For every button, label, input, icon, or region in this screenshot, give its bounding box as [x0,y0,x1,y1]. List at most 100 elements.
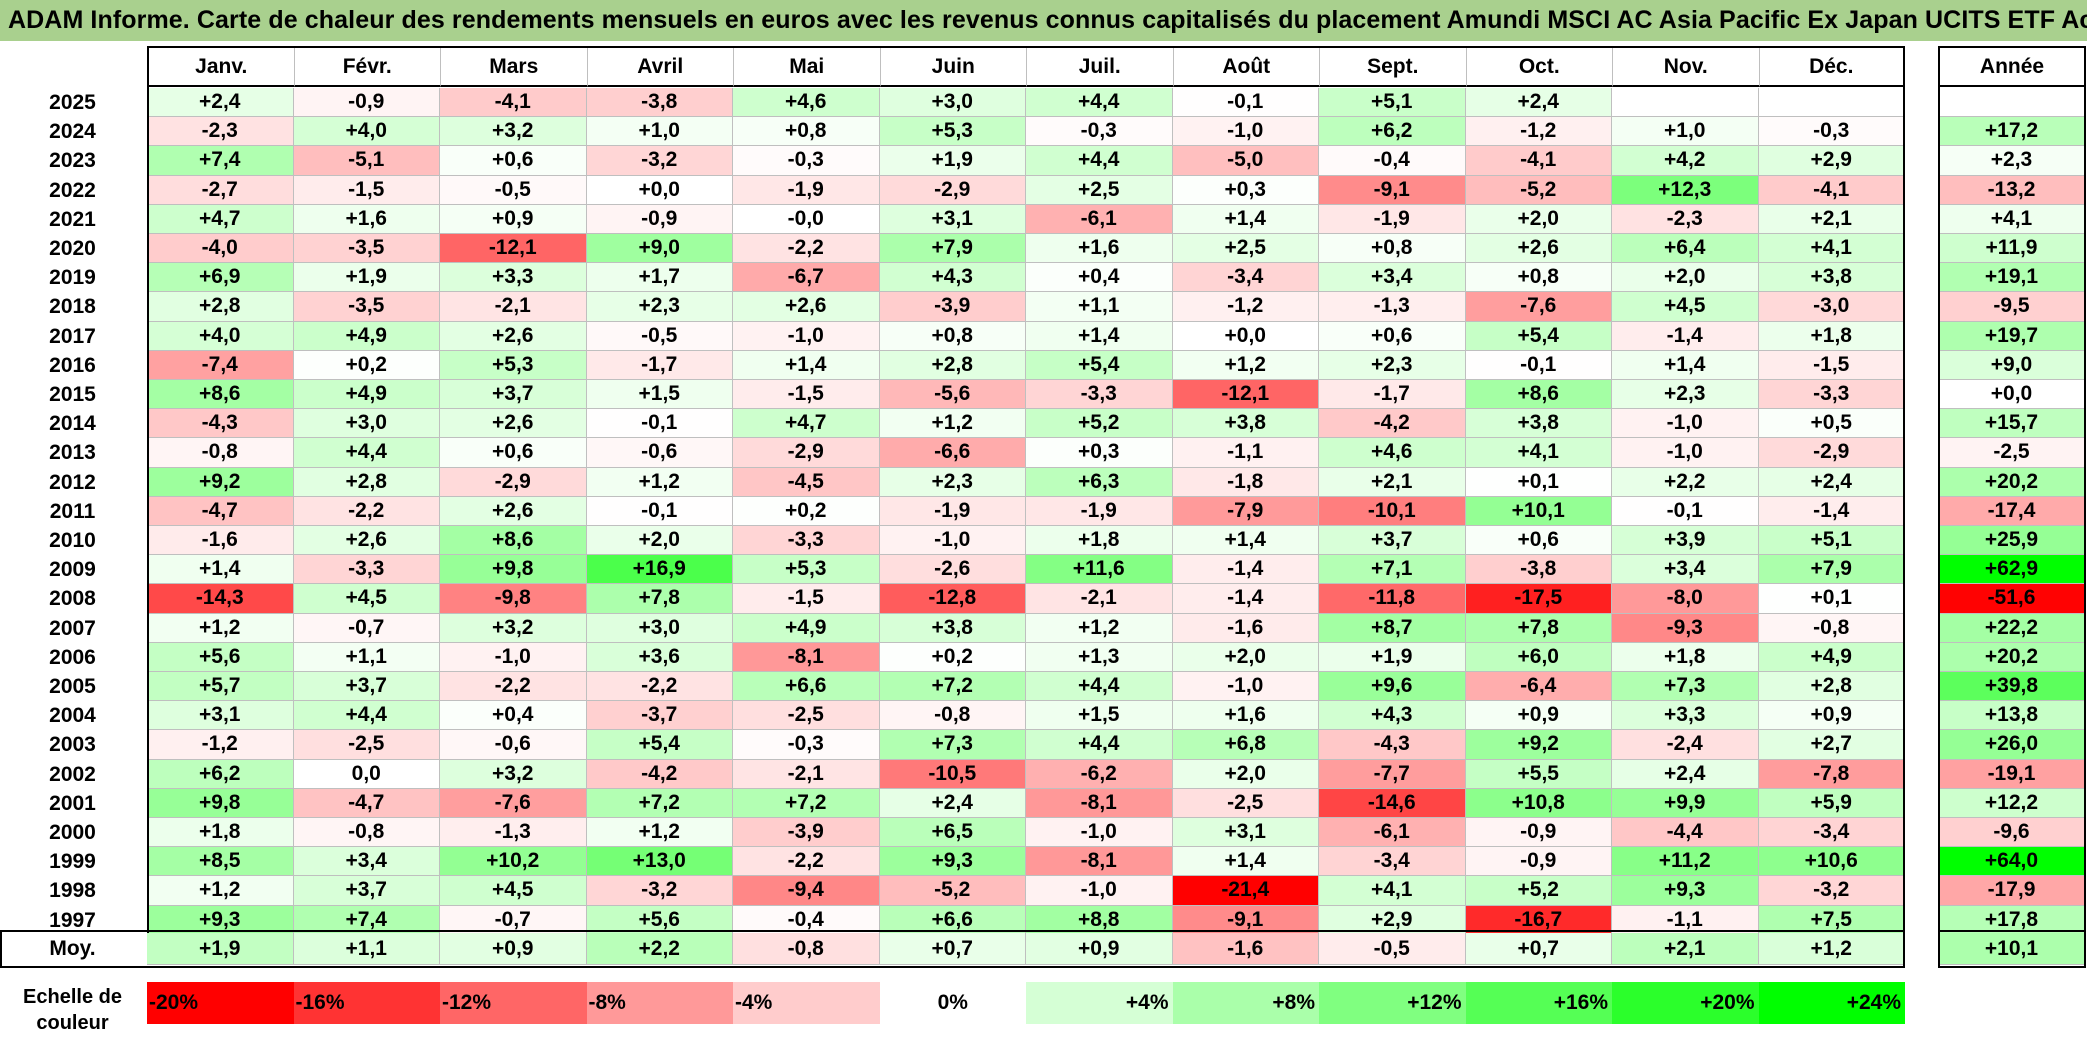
year-total-cell: +17,8 [1938,905,2086,935]
heatmap-cell: +3,4 [1612,555,1759,585]
heatmap-cell: +1,8 [1612,642,1759,672]
heatmap-cell: +7,4 [293,905,440,935]
heatmap-cell: +1,9 [879,146,1026,176]
year-total-cell: +25,9 [1938,526,2086,556]
month-header: Déc. [1758,46,1905,87]
heatmap-cell: +9,2 [1465,730,1612,760]
heatmap-cell: -14,3 [147,584,294,614]
heatmap-cell: -2,1 [440,292,587,322]
year-total-cell: +15,7 [1938,409,2086,439]
heatmap-cell: +3,7 [293,672,440,702]
heatmap-cell: -2,2 [733,234,880,264]
row-label: 1999 [49,850,96,874]
heatmap-cell: -1,0 [879,526,1026,556]
heatmap-cell: +0,1 [1465,467,1612,497]
heatmap-cell: +1,4 [1172,204,1319,234]
heatmap-cell: -1,0 [1172,672,1319,702]
heatmap-cell: -3,2 [586,146,733,176]
year-total-cell: +19,1 [1938,263,2086,293]
heatmap-cell: -4,2 [1319,409,1466,439]
heatmap-cell: +2,8 [1758,672,1905,702]
heatmap-cell: +3,8 [1758,263,1905,293]
month-header: Févr. [293,46,440,87]
heatmap-cell: -3,3 [1758,380,1905,410]
heatmap-cell: +3,1 [147,701,294,731]
heatmap-cell: +1,1 [1026,292,1173,322]
heatmap-cell: -8,1 [1026,847,1173,877]
heatmap-cell: +4,1 [1465,438,1612,468]
average-cell: +1,1 [293,933,440,965]
heatmap-cell: +4,3 [879,263,1026,293]
year-total-cell: +64,0 [1938,847,2086,877]
heatmap-cell: +4,6 [1319,438,1466,468]
heatmap-cell: +6,9 [147,263,294,293]
heatmap-cell: -1,4 [1758,496,1905,526]
heatmap-cell: -1,3 [1319,292,1466,322]
heatmap-cell: -1,0 [1026,876,1173,906]
row-label: 2003 [49,733,96,757]
heatmap-cell: -1,2 [147,730,294,760]
heatmap-cell: -4,3 [1319,730,1466,760]
heatmap-cell: -9,3 [1612,613,1759,643]
year-total-cell: +4,1 [1938,204,2086,234]
row-label: 2000 [49,821,96,844]
heatmap-cell: -11,8 [1319,584,1466,614]
heatmap-cell: +2,9 [1758,146,1905,176]
row-label: 2006 [49,645,96,669]
heatmap-cell: -1,1 [1172,438,1319,468]
heatmap-cell: +4,0 [147,321,294,351]
scale-swatch: 0% [879,982,1026,1024]
average-cell: +1,9 [147,933,294,965]
row-label: 2013 [49,441,96,465]
year-total-cell: +9,0 [1938,350,2086,380]
heatmap-cell: +0,3 [1172,175,1319,205]
heatmap-cell: +7,2 [733,788,880,818]
heatmap-cell: +2,9 [1319,905,1466,935]
heatmap-cell: -7,6 [1465,292,1612,322]
heatmap-cell: -7,6 [440,788,587,818]
year-total-cell: +20,2 [1938,642,2086,672]
heatmap-cell: +4,7 [733,409,880,439]
heatmap-cell: -0,5 [440,175,587,205]
heatmap-cell: +9,3 [147,905,294,935]
heatmap-cell: +1,4 [1172,847,1319,877]
heatmap-cell: -21,4 [1172,876,1319,906]
heatmap-cell: +2,4 [1612,759,1759,789]
heatmap-cell: -2,4 [1612,730,1759,760]
heatmap-cell: -0,9 [1465,818,1612,848]
row-label: 2007 [49,616,96,640]
heatmap-cell: -5,0 [1172,146,1319,176]
heatmap-cell: +3,0 [293,409,440,439]
heatmap-cell: +3,4 [1319,263,1466,293]
heatmap-cell: +2,8 [147,292,294,322]
row-label: 2004 [49,704,96,728]
row-label: 2012 [49,470,96,494]
heatmap-cell: +4,4 [293,701,440,731]
heatmap-cell: -1,4 [1612,321,1759,351]
heatmap-cell: -0,0 [733,204,880,234]
heatmap-cell: +7,5 [1758,905,1905,935]
heatmap-cell: +0,8 [879,321,1026,351]
heatmap-cell: +2,0 [1612,263,1759,293]
heatmap-cell: -1,0 [1172,117,1319,147]
heatmap-cell: -0,8 [879,701,1026,731]
heatmap-cell: -1,1 [1612,905,1759,935]
heatmap-cell: +2,1 [1758,204,1905,234]
heatmap-cell: -7,8 [1758,759,1905,789]
scale-swatch: +16% [1465,982,1612,1024]
heatmap-cell: -3,3 [733,526,880,556]
heatmap-cell: +3,0 [879,88,1026,118]
scale-swatch: +20% [1612,982,1759,1024]
year-total-cell: -9,5 [1938,292,2086,322]
average-cell: +0,7 [879,933,1026,965]
heatmap-cell: -10,5 [879,759,1026,789]
heatmap-cell: +2,3 [879,467,1026,497]
scale-swatch: -4% [733,982,880,1024]
heatmap-cell: -3,8 [1465,555,1612,585]
month-header: Sept. [1319,46,1466,87]
month-header: Août [1172,46,1319,87]
heatmap-cell: +2,6 [440,409,587,439]
heatmap-cell: -1,5 [733,380,880,410]
heatmap-cell: +4,4 [1026,672,1173,702]
heatmap-cell: +4,1 [1758,234,1905,264]
